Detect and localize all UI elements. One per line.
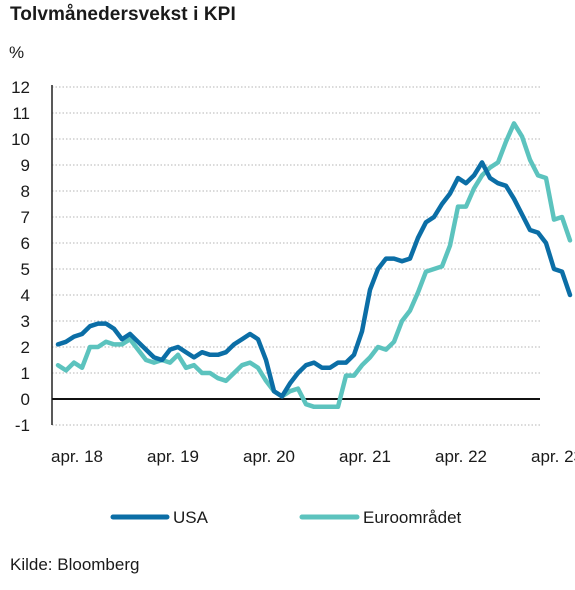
x-tick-label: apr. 22 [435, 447, 487, 466]
x-tick-label: apr. 20 [243, 447, 295, 466]
x-tick-label: apr. 19 [147, 447, 199, 466]
y-axis-unit: % [9, 43, 24, 62]
y-tick-label: 5 [21, 260, 30, 279]
y-tick-label: 4 [21, 286, 30, 305]
y-tick-label: 12 [11, 78, 30, 97]
series-line-euroomradet [55, 121, 573, 410]
legend-label: USA [173, 508, 209, 527]
x-tick-label: apr. 23 [531, 447, 575, 466]
y-tick-label: 1 [21, 364, 30, 383]
y-tick-label: -1 [15, 416, 30, 435]
y-tick-label: 7 [21, 208, 30, 227]
y-tick-label: 9 [21, 156, 30, 175]
x-tick-label: apr. 18 [51, 447, 103, 466]
y-tick-label: 0 [21, 390, 30, 409]
source-note: Kilde: Bloomberg [10, 555, 140, 574]
x-tick-label: apr. 21 [339, 447, 391, 466]
y-tick-label: 8 [21, 182, 30, 201]
y-tick-label: 11 [12, 104, 30, 123]
y-tick-label: 10 [11, 130, 30, 149]
y-tick-label: 2 [21, 338, 30, 357]
chart-title: Tolvmånedersvekst i KPI [10, 4, 236, 25]
series-line-usa [55, 160, 573, 399]
y-tick-label: 6 [21, 234, 30, 253]
y-tick-label: 3 [21, 312, 30, 331]
legend-label: Euroområdet [363, 508, 462, 527]
